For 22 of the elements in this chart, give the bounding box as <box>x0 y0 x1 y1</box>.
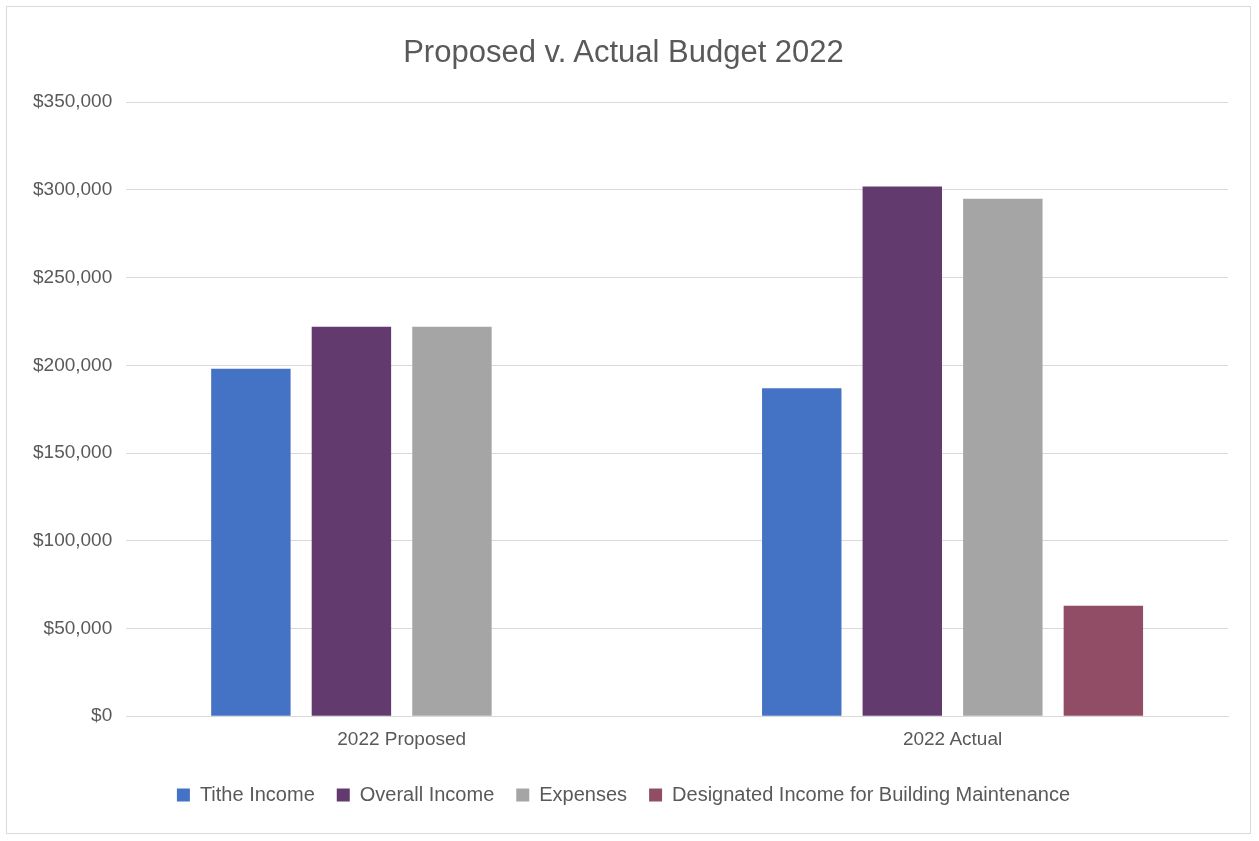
legend-label: Designated Income for Building Maintenance <box>672 782 1071 805</box>
y-tick-label: $0 <box>91 704 113 726</box>
legend-label: Expenses <box>539 782 628 805</box>
y-tick-label: $50,000 <box>43 616 113 638</box>
x-tick-label: 2022 Actual <box>902 727 1003 749</box>
bar <box>1063 605 1144 716</box>
bar <box>862 186 943 716</box>
y-tick-label: $350,000 <box>33 90 113 112</box>
x-tick-label: 2022 Proposed <box>337 727 467 749</box>
y-tick-label: $300,000 <box>33 178 113 200</box>
y-tick-label: $150,000 <box>33 441 113 463</box>
legend-label: Tithe Income <box>199 782 315 805</box>
bar <box>762 388 842 716</box>
y-tick-label: $200,000 <box>33 353 113 375</box>
y-tick-label: $100,000 <box>33 529 113 551</box>
bar <box>412 326 492 716</box>
y-tick-label: $250,000 <box>33 265 113 287</box>
bar <box>963 198 1043 716</box>
legend-label: Overall Income <box>359 782 495 805</box>
bar <box>311 326 392 716</box>
chart-title: Proposed v. Actual Budget 2022 <box>403 34 844 70</box>
bar <box>211 368 291 716</box>
